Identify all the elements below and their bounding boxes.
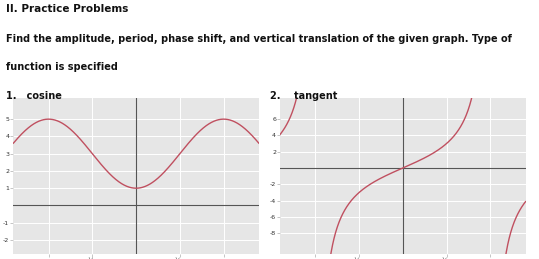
Text: Find the amplitude, period, phase shift, and vertical translation of the given g: Find the amplitude, period, phase shift,… <box>6 34 513 44</box>
Text: 2.    tangent: 2. tangent <box>270 91 337 101</box>
Text: 1.   cosine: 1. cosine <box>6 91 63 101</box>
Text: function is specified: function is specified <box>6 62 119 72</box>
Text: II. Practice Problems: II. Practice Problems <box>6 4 129 14</box>
